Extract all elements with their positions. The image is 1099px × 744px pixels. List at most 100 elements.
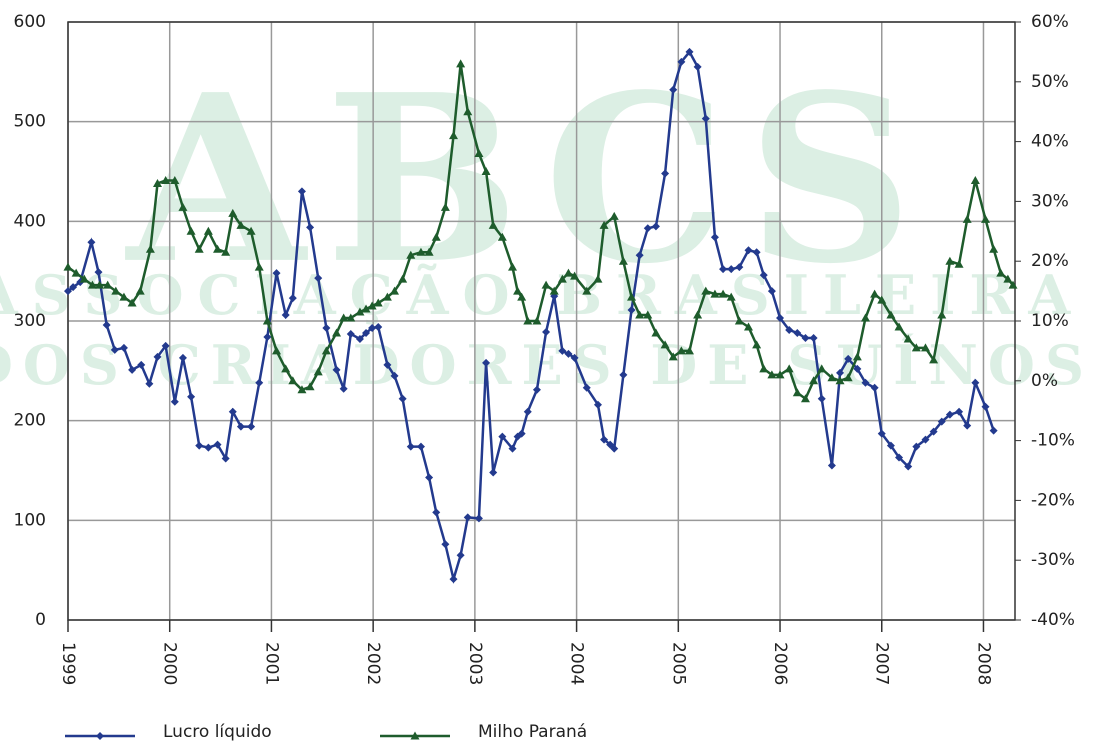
data-point: [743, 322, 753, 331]
data-point: [557, 274, 567, 283]
data-point: [441, 540, 450, 549]
data-point: [102, 320, 111, 329]
data-point: [194, 244, 204, 253]
y2-tick-label: -20%: [1031, 490, 1075, 510]
data-point: [870, 289, 880, 298]
data-point: [314, 274, 323, 283]
plot-frame: [67, 21, 1016, 621]
data-point: [355, 307, 365, 316]
data-point: [322, 323, 331, 332]
data-point: [178, 353, 187, 362]
data-point: [373, 298, 383, 307]
data-point: [416, 247, 426, 256]
data-point: [374, 322, 383, 331]
data-point: [523, 407, 532, 416]
data-point: [558, 346, 567, 355]
data-point: [836, 368, 845, 377]
y-tick-label: 0: [35, 610, 46, 630]
x-tick-label: 2002: [363, 642, 383, 685]
data-point: [367, 301, 377, 310]
legend-marker: [410, 731, 420, 740]
data-point: [693, 310, 703, 319]
data-point: [63, 262, 73, 271]
data-point: [971, 378, 980, 387]
watermark: ASSOCIAÇÃO BRASILEIRA: [0, 263, 1084, 327]
data-point: [710, 233, 719, 242]
data-point: [398, 274, 408, 283]
data-point: [432, 508, 441, 517]
data-point: [989, 244, 999, 253]
data-point: [489, 468, 498, 477]
data-point: [904, 462, 913, 471]
data-point: [827, 373, 837, 382]
data-point: [1008, 280, 1018, 289]
data-point: [844, 354, 853, 363]
data-point: [912, 442, 921, 451]
data-point: [600, 435, 609, 444]
data-point: [103, 280, 113, 289]
data-point: [95, 280, 105, 289]
data-point: [660, 340, 670, 349]
data-point: [817, 364, 827, 373]
y2-tick-label: 50%: [1031, 72, 1069, 92]
data-point: [776, 314, 785, 323]
data-point: [110, 345, 119, 354]
watermark: DOS CRIADORES DE SUÍNOS: [0, 333, 1094, 397]
data-point: [877, 295, 887, 304]
data-point: [346, 313, 356, 322]
data-point: [785, 325, 794, 334]
data-point: [793, 328, 802, 337]
data-point: [800, 394, 810, 403]
data-point: [87, 280, 97, 289]
data-point: [362, 328, 371, 337]
data-point: [346, 329, 355, 338]
data-point: [272, 346, 282, 355]
data-point: [627, 292, 637, 301]
data-point: [236, 422, 245, 431]
data-point: [79, 274, 89, 283]
data-point: [651, 328, 661, 337]
data-point: [886, 441, 895, 450]
data-point: [549, 286, 559, 295]
data-point: [390, 371, 399, 380]
data-point: [281, 311, 290, 320]
data-point: [170, 175, 180, 184]
data-point: [835, 376, 845, 385]
data-point: [71, 268, 81, 277]
data-point: [894, 322, 904, 331]
data-point: [767, 370, 777, 379]
data-point: [852, 352, 862, 361]
data-point: [87, 238, 96, 247]
data-point: [482, 358, 491, 367]
data-point: [937, 417, 946, 426]
data-point: [161, 175, 171, 184]
data-point: [474, 149, 484, 158]
data-point: [170, 397, 179, 406]
y-tick-label: 400: [14, 211, 46, 231]
data-point: [609, 211, 619, 220]
data-point: [718, 289, 728, 298]
data-point: [962, 214, 972, 223]
data-point: [861, 378, 870, 387]
data-point: [517, 429, 526, 438]
data-point: [726, 292, 736, 301]
data-point: [970, 175, 980, 184]
data-point: [643, 310, 653, 319]
y-tick-label: 100: [14, 510, 46, 530]
data-point: [817, 394, 826, 403]
data-point: [677, 57, 686, 66]
data-point: [752, 340, 762, 349]
y2-tick-label: -40%: [1031, 610, 1075, 630]
data-point: [221, 247, 231, 256]
data-point: [570, 353, 579, 362]
data-point: [383, 360, 392, 369]
data-point: [425, 473, 434, 482]
data-point: [903, 334, 913, 343]
data-point: [582, 383, 591, 392]
y-tick-label: 500: [14, 112, 46, 132]
data-point: [272, 269, 281, 278]
data-point: [619, 370, 628, 379]
data-point: [355, 334, 364, 343]
data-point: [676, 346, 686, 355]
data-point: [135, 286, 145, 295]
